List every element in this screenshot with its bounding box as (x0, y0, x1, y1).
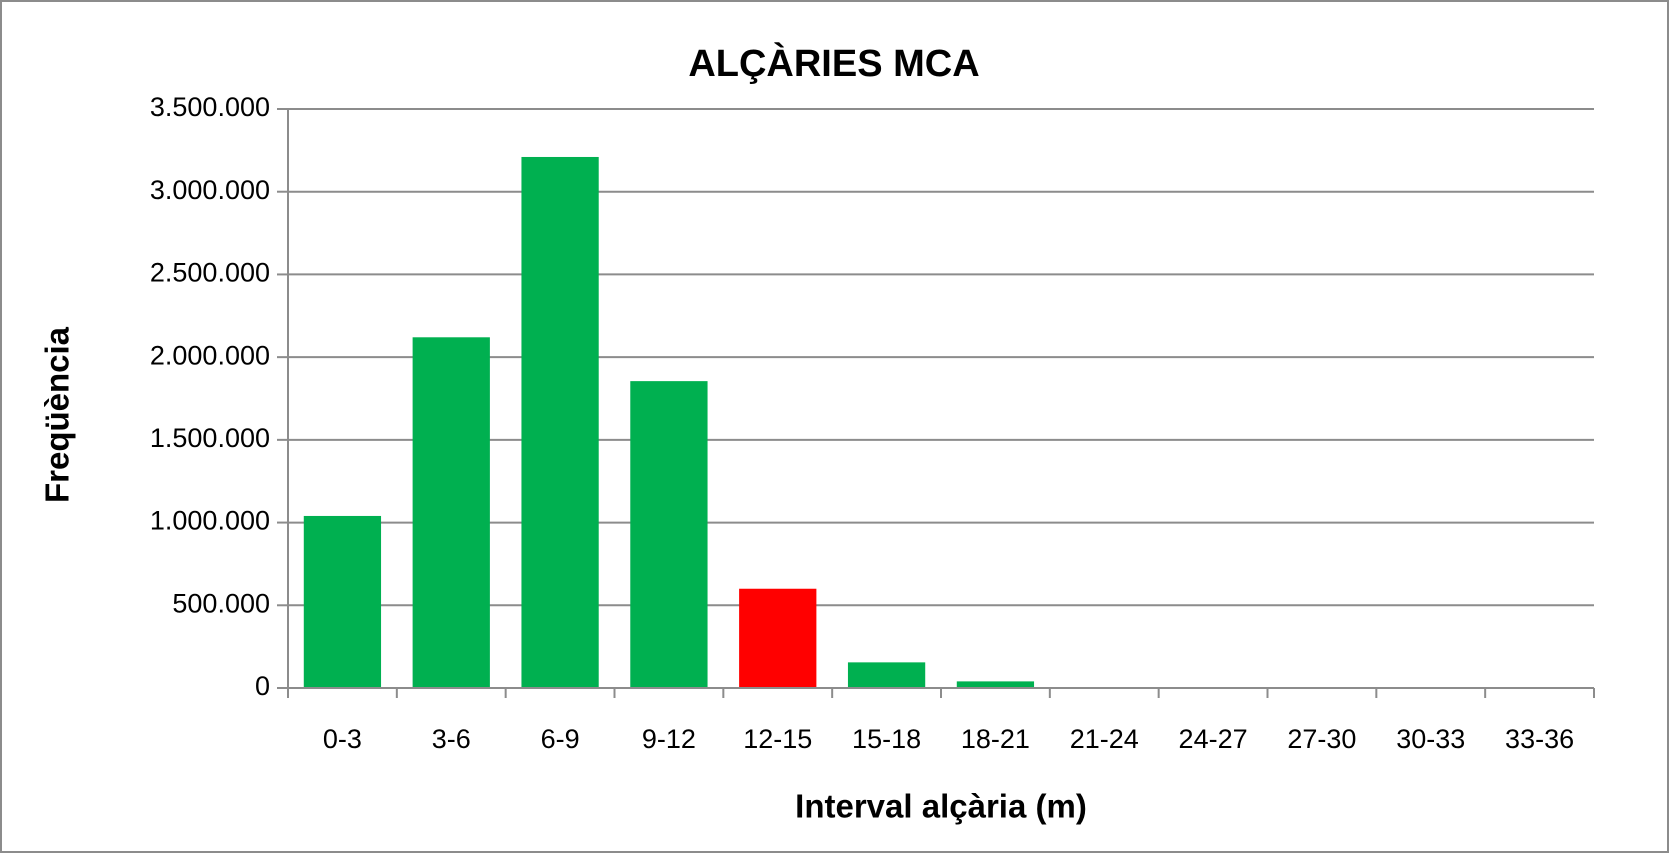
y-tick-label: 1.000.000 (150, 506, 270, 536)
y-tick-label: 3.000.000 (150, 175, 270, 205)
x-tick-label: 9-12 (642, 724, 696, 754)
y-tick-label: 1.500.000 (150, 423, 270, 453)
y-tick-label: 3.500.000 (150, 92, 270, 122)
y-tick-label: 2.500.000 (150, 258, 270, 288)
chart-title: ALÇÀRIES MCA (688, 41, 979, 85)
y-tick-label: 500.000 (172, 588, 270, 618)
y-tick-label: 2.000.000 (150, 340, 270, 370)
x-tick-label: 3-6 (432, 724, 471, 754)
bar (303, 515, 382, 688)
bar (630, 381, 708, 688)
y-tick-label: 0 (255, 671, 270, 701)
x-tick-label: 33-36 (1505, 724, 1574, 754)
x-tick-label: 27-30 (1287, 724, 1356, 754)
y-axis-title: Freqüència (39, 326, 76, 503)
bar (847, 662, 926, 688)
x-tick-label: 6-9 (541, 724, 580, 754)
x-tick-label: 12-15 (743, 724, 812, 754)
x-tick-label: 18-21 (961, 724, 1030, 754)
bar (412, 337, 490, 688)
bar (521, 156, 599, 688)
x-tick-label: 15-18 (852, 724, 921, 754)
bar (956, 681, 1035, 688)
bar (739, 588, 817, 688)
x-tick-label: 0-3 (323, 724, 362, 754)
x-tick-label: 24-27 (1179, 724, 1248, 754)
x-tick-label: 30-33 (1396, 724, 1465, 754)
x-axis-title: Interval alçària (m) (795, 788, 1087, 825)
x-tick-label: 21-24 (1070, 724, 1139, 754)
